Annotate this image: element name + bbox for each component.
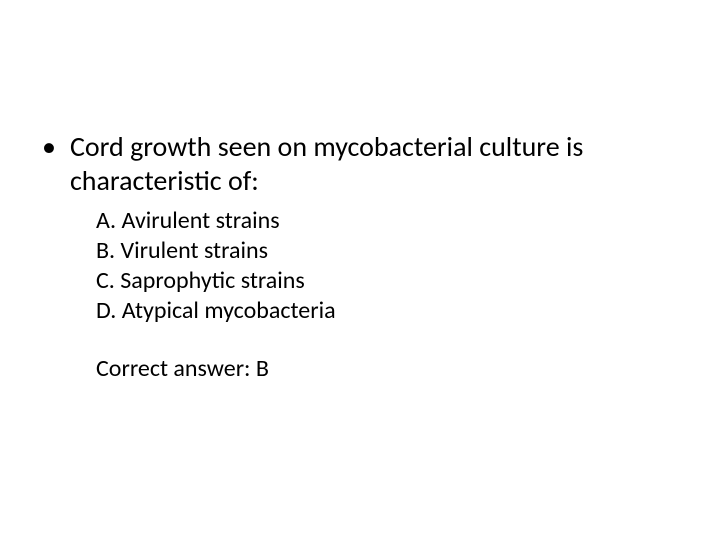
question-bullet-row: • Cord growth seen on mycobacterial cult…: [42, 130, 680, 198]
correct-answer: Correct answer: B: [96, 354, 680, 384]
question-text: Cord growth seen on mycobacterial cultur…: [70, 130, 680, 198]
bullet-icon: •: [42, 130, 56, 164]
option-c: C. Saprophytic strains: [96, 266, 680, 296]
option-a: A. Avirulent strains: [96, 206, 680, 236]
option-b: B. Virulent strains: [96, 236, 680, 266]
slide-container: • Cord growth seen on mycobacterial cult…: [0, 0, 720, 540]
option-d: D. Atypical mycobacteria: [96, 296, 680, 326]
options-block: A. Avirulent strains B. Virulent strains…: [96, 206, 680, 384]
